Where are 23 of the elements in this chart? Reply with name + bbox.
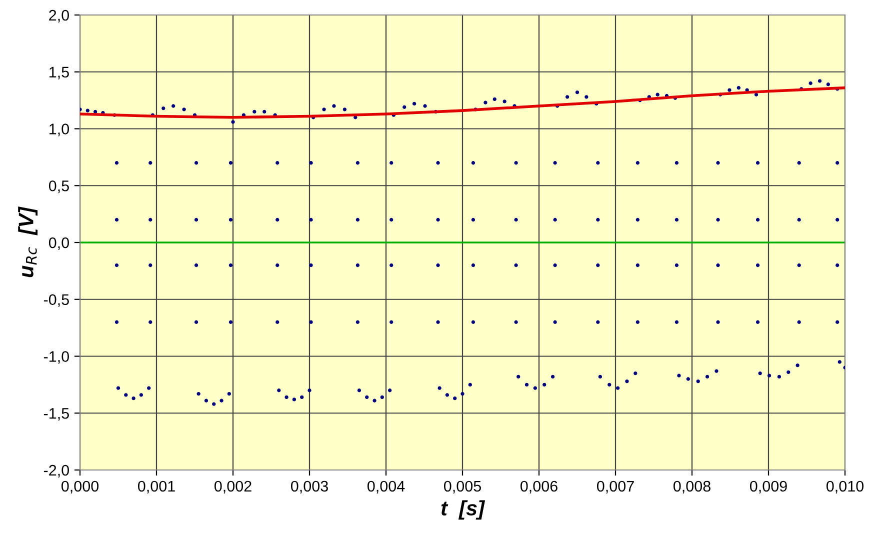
x-tick-label: 0,010: [826, 480, 864, 494]
y-tick-label: -2,0: [44, 464, 69, 478]
x-tick-label: 0,008: [673, 480, 710, 494]
y-tick-label: 0,0: [48, 237, 69, 250]
x-axis-title: t [s]: [441, 500, 486, 520]
y-tick-label: -0,5: [44, 294, 69, 307]
y-tick-label: -1,0: [44, 351, 69, 364]
x-tick-label: 0,003: [290, 480, 328, 494]
y-axis-title: u$_{Rc}$ [V]: [18, 206, 38, 278]
y-tick-label: 2,0: [49, 10, 69, 22]
x-tick-label: 0,002: [214, 480, 252, 494]
x-tick-label: 0,000: [61, 480, 99, 494]
x-tick-label: 0,004: [367, 480, 405, 494]
y-tick-label: -1,5: [44, 408, 69, 421]
y-tick-label: 0,5: [48, 180, 69, 194]
x-tick-label: 0,007: [596, 480, 634, 494]
x-tick-label: 0,005: [444, 480, 481, 494]
line-series: [80, 86, 845, 119]
y-tick-label: 1,0: [50, 124, 69, 136]
y-tick-label: 1,5: [50, 66, 69, 80]
x-tick-label: 0,009: [750, 480, 787, 494]
x-tick-label: 0,001: [138, 480, 175, 494]
x-tick-label: 0,006: [520, 480, 558, 494]
